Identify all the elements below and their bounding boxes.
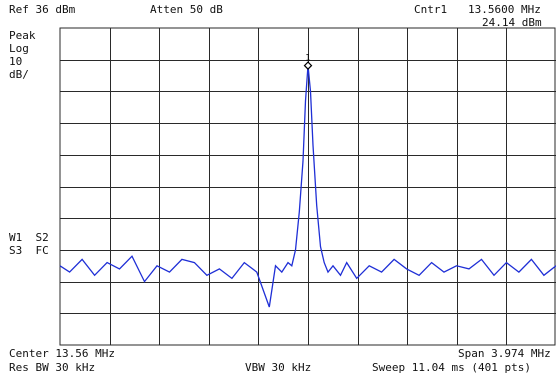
marker-number: 1 bbox=[305, 54, 310, 64]
graticule bbox=[59, 27, 556, 346]
marker-amplitude: 24.14 dBm bbox=[482, 16, 542, 29]
trace-info-2: S3 FC bbox=[9, 244, 49, 257]
span-label: Span 3.974 MHz bbox=[458, 347, 551, 360]
center-frequency-label: Center 13.56 MHz bbox=[9, 347, 115, 360]
resolution-bandwidth-label: Res BW 30 kHz bbox=[9, 361, 96, 374]
marker-frequency: 13.5600 MHz bbox=[468, 3, 541, 16]
sweep-label: Sweep 11.04 ms (401 pts) bbox=[372, 361, 531, 374]
scale-unit-label: dB/ bbox=[9, 68, 29, 81]
ref-level-label: Ref 36 dBm bbox=[9, 3, 76, 16]
detector-label: Peak bbox=[9, 29, 36, 42]
trace-info-1: W1 S2 bbox=[9, 231, 49, 244]
attenuation-label: Atten 50 dB bbox=[150, 3, 223, 16]
scale-type-label: Log bbox=[9, 42, 29, 55]
scale-value-label: 10 bbox=[9, 55, 23, 68]
graticule-frame bbox=[59, 27, 556, 346]
marker-label: Cntr1 bbox=[414, 3, 448, 16]
video-bandwidth-label: VBW 30 kHz bbox=[245, 361, 312, 374]
marker-diamond bbox=[303, 61, 313, 70]
marker-1: 1 bbox=[303, 54, 313, 70]
